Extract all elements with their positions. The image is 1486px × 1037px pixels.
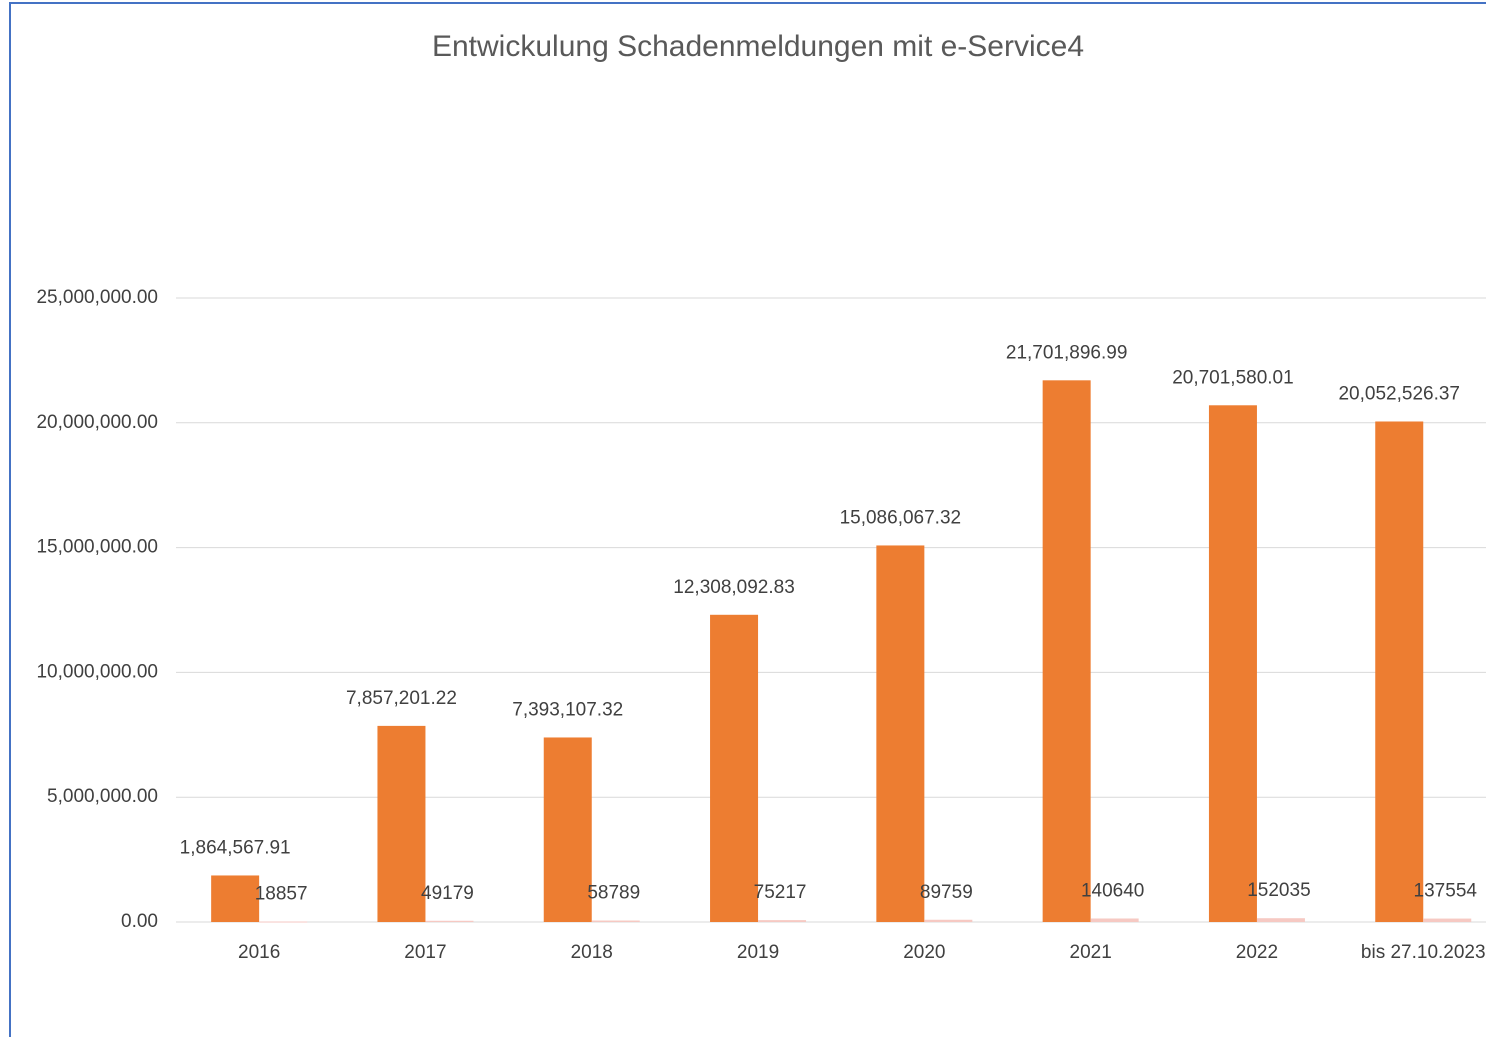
data-label: 49179 bbox=[421, 883, 474, 904]
bar bbox=[591, 920, 640, 922]
data-label: 89759 bbox=[920, 882, 973, 903]
x-tick-label: 2020 bbox=[903, 942, 945, 963]
x-tick-label: 2018 bbox=[571, 942, 613, 963]
data-label: 140640 bbox=[1081, 881, 1144, 902]
x-tick-label: bis 27.10.2023 bbox=[1361, 942, 1486, 963]
data-label: 21,701,896.99 bbox=[1006, 342, 1128, 363]
x-tick-label: 2021 bbox=[1070, 942, 1112, 963]
bar bbox=[377, 725, 426, 922]
data-label: 12,308,092.83 bbox=[673, 577, 795, 598]
bar bbox=[259, 921, 308, 923]
chart-title: Entwickulung Schadenmeldungen mit e-Serv… bbox=[432, 30, 1084, 63]
data-label: 7,857,201.22 bbox=[346, 688, 457, 709]
bar bbox=[924, 919, 973, 922]
x-tick-label: 2017 bbox=[404, 942, 446, 963]
bar bbox=[1256, 918, 1305, 922]
data-label: 18857 bbox=[255, 884, 308, 905]
data-label: 1,864,567.91 bbox=[180, 837, 291, 858]
x-tick-label: 2022 bbox=[1236, 942, 1278, 963]
data-label: 75217 bbox=[754, 882, 807, 903]
y-tick-label: 0.00 bbox=[121, 911, 158, 932]
bar bbox=[1090, 918, 1139, 922]
x-tick-label: 2019 bbox=[737, 942, 779, 963]
bar bbox=[425, 920, 474, 922]
bar bbox=[758, 920, 807, 922]
y-tick-label: 20,000,000.00 bbox=[36, 412, 158, 433]
bar bbox=[710, 614, 759, 922]
data-label: 20,052,526.37 bbox=[1338, 384, 1460, 405]
bar bbox=[1042, 380, 1091, 922]
y-tick-label: 5,000,000.00 bbox=[47, 786, 158, 807]
data-label: 137554 bbox=[1414, 881, 1478, 902]
data-label: 152035 bbox=[1247, 880, 1310, 901]
bar bbox=[876, 545, 925, 922]
data-label: 20,701,580.01 bbox=[1172, 367, 1294, 388]
bar bbox=[1375, 421, 1424, 922]
data-label: 58789 bbox=[587, 883, 640, 904]
bar bbox=[1423, 918, 1472, 922]
y-tick-label: 15,000,000.00 bbox=[36, 537, 158, 558]
bar bbox=[211, 875, 260, 922]
y-tick-label: 10,000,000.00 bbox=[36, 661, 158, 682]
x-tick-label: 2016 bbox=[238, 942, 280, 963]
bar bbox=[543, 737, 592, 922]
y-tick-label: 25,000,000.00 bbox=[36, 287, 158, 308]
data-label: 15,086,067.32 bbox=[840, 507, 962, 528]
bar bbox=[1208, 405, 1257, 922]
data-label: 7,393,107.32 bbox=[512, 699, 623, 720]
